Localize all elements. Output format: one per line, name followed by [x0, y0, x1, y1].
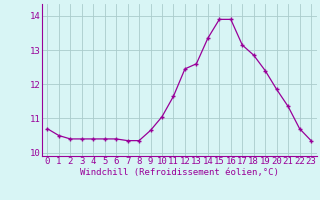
- X-axis label: Windchill (Refroidissement éolien,°C): Windchill (Refroidissement éolien,°C): [80, 168, 279, 177]
